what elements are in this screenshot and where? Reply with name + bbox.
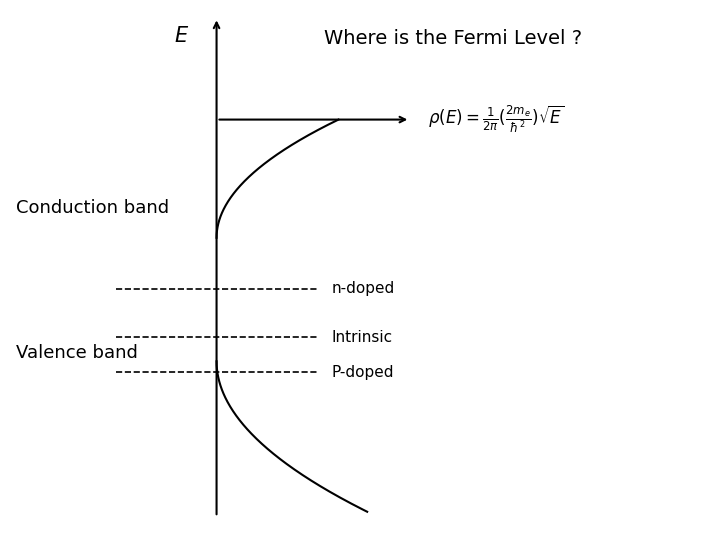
Text: n-doped: n-doped (331, 281, 395, 296)
Text: P-doped: P-doped (331, 364, 394, 380)
Text: Valence band: Valence band (16, 345, 138, 362)
Text: E: E (174, 26, 187, 46)
Text: Where is the Fermi Level ?: Where is the Fermi Level ? (324, 30, 582, 49)
Text: $\rho(E)=\frac{1}{2\pi}(\frac{2m_e}{\hbar^{\,2}})\sqrt{E}$: $\rho(E)=\frac{1}{2\pi}(\frac{2m_e}{\hba… (428, 104, 564, 136)
Text: Conduction band: Conduction band (16, 199, 169, 217)
Text: Intrinsic: Intrinsic (331, 329, 392, 345)
